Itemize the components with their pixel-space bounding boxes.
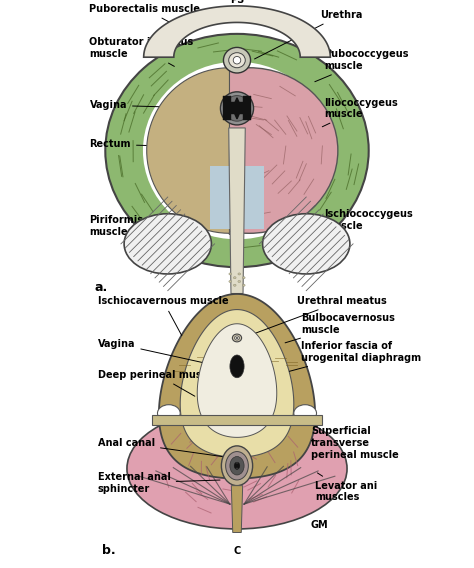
Ellipse shape bbox=[230, 457, 244, 475]
Text: Rectum: Rectum bbox=[90, 140, 219, 149]
Ellipse shape bbox=[224, 95, 250, 121]
Ellipse shape bbox=[233, 284, 236, 286]
Text: b.: b. bbox=[102, 544, 116, 557]
Polygon shape bbox=[144, 6, 330, 57]
Ellipse shape bbox=[242, 277, 245, 279]
Ellipse shape bbox=[127, 408, 347, 529]
Ellipse shape bbox=[143, 62, 331, 239]
Text: Iliococcygeus
muscle: Iliococcygeus muscle bbox=[322, 98, 398, 127]
Text: Pubococcygeus
muscle: Pubococcygeus muscle bbox=[315, 49, 409, 82]
Text: Vagina: Vagina bbox=[98, 339, 217, 366]
Ellipse shape bbox=[234, 462, 240, 469]
Ellipse shape bbox=[157, 404, 180, 421]
Ellipse shape bbox=[236, 468, 238, 469]
Polygon shape bbox=[197, 324, 277, 437]
Ellipse shape bbox=[233, 277, 236, 279]
Ellipse shape bbox=[226, 452, 248, 480]
Ellipse shape bbox=[124, 214, 211, 274]
Ellipse shape bbox=[235, 336, 239, 340]
Text: Ischiocavernous muscle: Ischiocavernous muscle bbox=[98, 296, 228, 336]
Text: Inferior fascia of
urogenital diaphragm: Inferior fascia of urogenital diaphragm bbox=[290, 341, 421, 371]
Polygon shape bbox=[147, 66, 229, 235]
Text: Levator ani
muscles: Levator ani muscles bbox=[315, 473, 377, 502]
Ellipse shape bbox=[230, 355, 244, 378]
Text: Bulbocavernosus
muscle: Bulbocavernosus muscle bbox=[285, 313, 395, 343]
Ellipse shape bbox=[220, 92, 254, 125]
Bar bbox=[152, 415, 322, 425]
Ellipse shape bbox=[229, 53, 245, 68]
Polygon shape bbox=[210, 166, 264, 229]
Ellipse shape bbox=[221, 446, 253, 486]
Text: Puborectalis muscle: Puborectalis muscle bbox=[90, 4, 201, 29]
Text: Vagina: Vagina bbox=[90, 101, 219, 110]
Ellipse shape bbox=[223, 47, 251, 73]
Ellipse shape bbox=[232, 334, 242, 342]
Polygon shape bbox=[159, 294, 315, 478]
Ellipse shape bbox=[233, 56, 241, 64]
Text: External anal
sphincter: External anal sphincter bbox=[98, 472, 220, 494]
Text: Urethra: Urethra bbox=[255, 10, 362, 59]
Ellipse shape bbox=[238, 273, 241, 275]
Ellipse shape bbox=[229, 273, 232, 275]
Ellipse shape bbox=[229, 281, 232, 282]
Ellipse shape bbox=[105, 34, 369, 267]
Polygon shape bbox=[223, 97, 251, 120]
Ellipse shape bbox=[294, 404, 317, 421]
Text: PS: PS bbox=[230, 0, 244, 5]
Text: Piriformis
muscle: Piriformis muscle bbox=[90, 215, 165, 243]
Polygon shape bbox=[231, 486, 243, 533]
Ellipse shape bbox=[263, 214, 350, 274]
Text: Superficial
transverse
perineal muscle: Superficial transverse perineal muscle bbox=[299, 421, 399, 460]
Text: Anal canal: Anal canal bbox=[98, 438, 224, 457]
Text: Obturator internus
muscle: Obturator internus muscle bbox=[90, 37, 194, 66]
Text: Urethral meatus: Urethral meatus bbox=[245, 296, 386, 337]
Polygon shape bbox=[229, 98, 245, 119]
Text: C: C bbox=[233, 546, 241, 556]
Ellipse shape bbox=[236, 462, 238, 463]
Polygon shape bbox=[180, 310, 294, 457]
Text: Deep perineal muscle: Deep perineal muscle bbox=[98, 370, 218, 396]
Ellipse shape bbox=[242, 284, 245, 286]
Ellipse shape bbox=[238, 281, 241, 282]
Text: Ischiococcygeus
muscle: Ischiococcygeus muscle bbox=[322, 209, 413, 237]
Text: GM: GM bbox=[311, 520, 328, 531]
Ellipse shape bbox=[160, 68, 338, 233]
Ellipse shape bbox=[236, 337, 238, 339]
Text: IT: IT bbox=[297, 412, 307, 423]
Text: a.: a. bbox=[94, 281, 107, 294]
Polygon shape bbox=[229, 128, 245, 294]
